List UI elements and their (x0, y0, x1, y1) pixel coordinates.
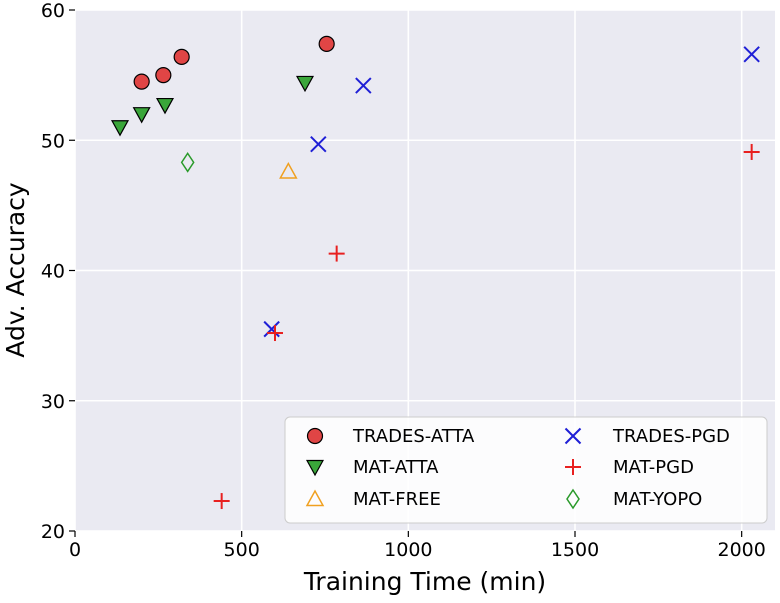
data-point (180, 152, 195, 173)
legend-box (284, 416, 768, 524)
x-tick-label: 1500 (551, 539, 599, 561)
axis-ticks: 0 500 1000 1500 2000 20 30 40 50 60 (41, 0, 766, 561)
legend-entry: MAT-YOPO (566, 488, 702, 510)
data-point (279, 161, 298, 179)
data-point (213, 493, 230, 510)
y-tick-label: 60 (41, 0, 65, 22)
data-point (263, 320, 280, 338)
legend-label: MAT-PGD (613, 457, 694, 478)
legend-label: TRADES-PGD (612, 426, 730, 447)
legend-marker (305, 459, 325, 477)
x-tick-label: 1000 (384, 539, 432, 561)
legend-label: TRADES-ATTA (352, 426, 475, 447)
data-point (743, 46, 760, 63)
data-point (328, 245, 345, 262)
legend-marker (306, 427, 324, 445)
data-point (173, 48, 190, 65)
legend-entry: MAT-ATTA (305, 457, 439, 478)
legend-marker (564, 427, 582, 445)
x-tick-label: 2000 (717, 539, 765, 561)
legend-marker (565, 459, 581, 475)
legend-label: MAT-FREE (353, 489, 441, 510)
legend-entry: TRADES-PGD (564, 426, 730, 447)
legend-label: MAT-YOPO (613, 489, 702, 510)
data-point (132, 107, 151, 124)
data-points (110, 35, 760, 510)
data-point (155, 97, 175, 115)
data-point (155, 67, 172, 84)
data-point (295, 75, 315, 93)
data-point (110, 120, 130, 137)
data-point (310, 135, 327, 153)
legend-entry: MAT-FREE (305, 489, 441, 510)
legend-label: MAT-ATTA (353, 457, 439, 478)
grid-lines (74, 9, 775, 532)
y-tick-label: 50 (41, 130, 65, 152)
legend-marker (305, 489, 325, 507)
y-tick-label: 40 (41, 261, 65, 283)
legend-entry: MAT-PGD (565, 457, 694, 478)
data-point (355, 77, 372, 94)
y-tick-label: 30 (41, 391, 65, 413)
data-point (318, 35, 335, 52)
legend: TRADES-ATTA MAT-ATTA MAT-FREE TRADES-PGD MAT… (284, 416, 768, 524)
data-point (267, 325, 283, 342)
x-tick-label: 500 (224, 539, 260, 561)
y-tick-label: 20 (41, 521, 65, 543)
legend-marker (566, 488, 580, 510)
x-tick-label: 0 (69, 539, 81, 561)
data-point (743, 143, 760, 160)
legend-entry: TRADES-ATTA (306, 426, 475, 447)
x-axis-title: Training Time (min) (303, 567, 546, 596)
data-point (133, 73, 150, 90)
y-axis-title: Adv. Accuracy (1, 182, 30, 358)
